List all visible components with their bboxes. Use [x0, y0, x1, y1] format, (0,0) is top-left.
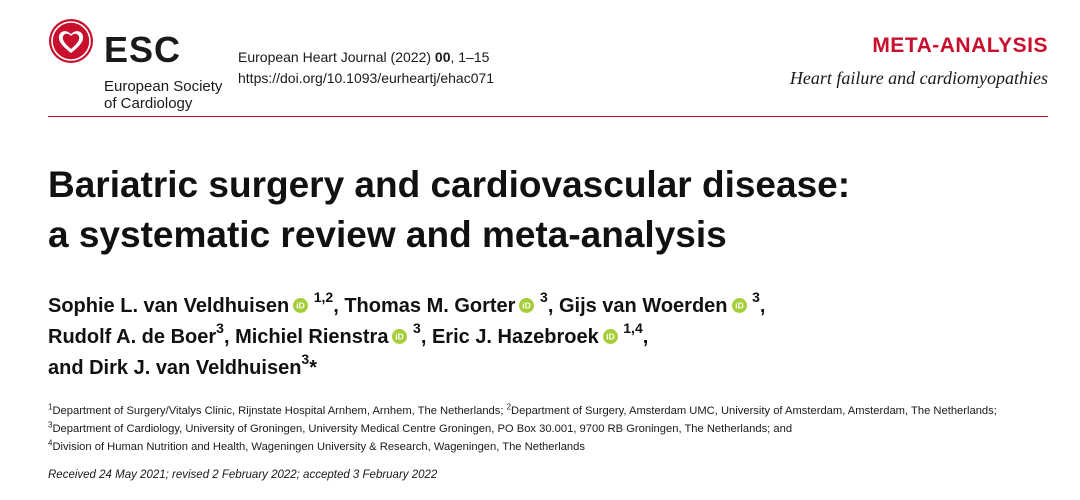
author-name: Gijs van Woerden [558, 295, 728, 317]
header-divider [48, 116, 1048, 117]
svg-text:iD: iD [396, 332, 404, 342]
orcid-icon[interactable]: iD [602, 329, 618, 344]
author-separator: , [420, 326, 432, 348]
title-line-2: a systematic review and meta-analysis [48, 214, 727, 255]
author-line-1: Sophie L. van Veldhuisen iD 1,2, Thomas M… [48, 289, 1058, 322]
journal-pages: , 1–15 [450, 49, 490, 65]
affiliation-text: Department of Surgery/Vitalys Clinic, Ri… [52, 405, 507, 417]
logo-name-line1: European Society [104, 78, 223, 95]
author-separator: , [759, 295, 766, 317]
affiliation-number: 1 [48, 402, 53, 412]
affiliation-number: 2 [506, 402, 512, 412]
journal-volume: 00 [434, 49, 451, 65]
affiliation-number: 4 [48, 438, 53, 448]
author-affiliation: 3 [752, 289, 760, 306]
orcid-icon[interactable]: iD [392, 329, 408, 344]
author-name: Eric J. Hazebroek [431, 326, 599, 348]
section-label: META-ANALYSIS [872, 34, 1048, 57]
author-line-3: and Dirk J. van Veldhuisen3* [48, 351, 1058, 384]
affiliation-text: Department of Surgery, Amsterdam UMC, Un… [511, 405, 997, 417]
orcid-icon[interactable]: iD [731, 298, 747, 313]
author-affiliation: 3 [301, 351, 310, 368]
author-affiliation: 3 [216, 320, 224, 337]
orcid-icon[interactable]: iD [519, 298, 535, 313]
doi-link[interactable]: https://doi.org/10.1093/eurheartj/ehac07… [238, 70, 495, 86]
svg-text:iD: iD [606, 332, 614, 342]
esc-logo: ESC European Society of Cardiology [48, 18, 248, 112]
title-line-1: Bariatric surgery and cardiovascular dis… [48, 164, 851, 205]
author-separator: , [547, 295, 559, 317]
author-name: Thomas M. Gorter [344, 295, 516, 317]
author-affiliation: 1,2 [313, 289, 334, 306]
received-dates: Received 24 May 2021; revised 2 February… [48, 469, 438, 481]
logo-acronym: ESC [104, 29, 182, 70]
author-affiliation: 3 [540, 289, 548, 306]
article-title: Bariatric surgery and cardiovascular dis… [48, 160, 1048, 260]
svg-text:iD: iD [523, 301, 531, 311]
author-line-2: Rudolf A. de Boer3, Michiel Rienstra iD 3… [48, 320, 1058, 353]
affiliation-text: Department of Cardiology, University of … [52, 423, 793, 435]
author-affiliation: 1,4 [623, 320, 643, 337]
author-name: and Dirk J. van Veldhuisen [48, 357, 302, 379]
author-affiliation: 3 [413, 320, 421, 337]
svg-text:iD: iD [296, 301, 304, 311]
journal-citation: European Heart Journal (2022) 00, 1–15 h… [238, 47, 494, 89]
journal-year: (2022) [390, 49, 432, 65]
author-separator: , [223, 326, 236, 348]
author-name: Michiel Rienstra [235, 326, 389, 348]
svg-text:iD: iD [735, 301, 743, 311]
orcid-icon[interactable]: iD [293, 298, 309, 313]
affiliation-number: 3 [48, 420, 53, 430]
author-name: Rudolf A. de Boer [48, 326, 217, 348]
author-separator: , [642, 326, 649, 348]
affiliations: 1Department of Surgery/Vitalys Clinic, R… [48, 402, 1058, 456]
journal-name: European Heart Journal [238, 49, 387, 65]
corresponding-author-mark: * [309, 357, 318, 379]
logo-name-line2: of Cardiology [104, 95, 193, 112]
author-name: Sophie L. van Veldhuisen [48, 295, 290, 317]
author-list: Sophie L. van Veldhuisen iD 1,2, Thomas M… [48, 289, 1058, 384]
affiliation-text: Division of Human Nutrition and Health, … [52, 441, 585, 453]
section-subtitle: Heart failure and cardiomyopathies [789, 68, 1048, 88]
journal-line: European Heart Journal (2022) 00, 1–15 [238, 47, 494, 68]
author-separator: , [333, 295, 345, 317]
heart-logo-icon [49, 19, 93, 63]
